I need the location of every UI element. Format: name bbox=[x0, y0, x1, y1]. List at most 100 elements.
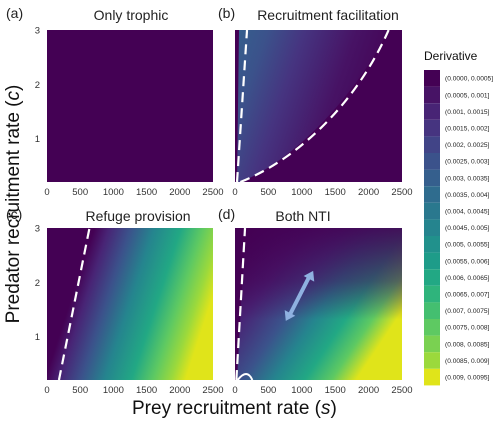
x-tick-label: 1000 bbox=[291, 187, 312, 198]
legend-label: (0.0065, 0.007] bbox=[445, 292, 490, 299]
panel-c-heatmap bbox=[47, 227, 213, 381]
legend-label: (0.008, 0.0085] bbox=[445, 341, 490, 348]
legend-label: (0.005, 0.0055] bbox=[445, 242, 490, 249]
y-tick-label: 2 bbox=[35, 80, 40, 91]
panel-c-y-ticks: 1 2 3 bbox=[35, 224, 40, 344]
panel-b-tag: (b) bbox=[218, 5, 235, 21]
legend-label: (0.0015, 0.002] bbox=[445, 126, 490, 133]
legend-label: (0.0035, 0.004] bbox=[445, 192, 490, 199]
legend-label: (0.002, 0.0025] bbox=[445, 142, 490, 149]
legend-swatch bbox=[424, 103, 440, 120]
zero-contour-line bbox=[57, 227, 91, 381]
heatmap-shading bbox=[235, 228, 402, 380]
legend-items: (0.0000, 0.0005] (0.0005, 0.001] (0.001, 0… bbox=[424, 70, 493, 386]
x-tick-label: 1500 bbox=[325, 187, 346, 198]
panel-a-heatmap bbox=[47, 30, 213, 182]
legend-label: (0.004, 0.0045] bbox=[445, 209, 490, 216]
panel-d-heatmap bbox=[235, 227, 402, 381]
x-tick-label: 0 bbox=[44, 187, 49, 198]
x-tick-label: 500 bbox=[72, 187, 88, 198]
legend-swatch bbox=[424, 119, 440, 137]
legend-swatch bbox=[424, 153, 440, 170]
panel-c: (c) Refuge provision 0 500 1000 1500 2000 250… bbox=[6, 206, 224, 396]
legend-swatch bbox=[424, 86, 440, 104]
zero-contour-line bbox=[235, 227, 247, 381]
legend-label: (0.009, 0.0095] bbox=[445, 375, 490, 382]
x-axis-label: Prey recruitment rate (s) bbox=[132, 398, 337, 419]
panel-b-title: Recruitment facilitation bbox=[257, 7, 399, 23]
y-tick-label: 2 bbox=[35, 278, 40, 289]
x-tick-label: 1500 bbox=[325, 385, 346, 396]
legend-label: (0.007, 0.0075] bbox=[445, 308, 490, 315]
x-tick-label: 1000 bbox=[291, 385, 312, 396]
panel-d-title: Both NTI bbox=[275, 208, 330, 224]
panel-c-tag: (c) bbox=[6, 206, 22, 222]
legend-swatch bbox=[424, 169, 440, 187]
double-arrow-icon bbox=[284, 270, 315, 321]
heatmap-fill bbox=[47, 228, 213, 380]
panel-b-x-ticks: 0 500 1000 1500 2000 2500 bbox=[232, 187, 412, 198]
x-tick-label: 1500 bbox=[136, 187, 157, 198]
panel-d-x-ticks: 0 500 1000 1500 2000 2500 bbox=[232, 385, 412, 396]
x-tick-label: 500 bbox=[260, 187, 276, 198]
legend-swatch bbox=[424, 269, 440, 286]
zero-contour-line bbox=[236, 373, 254, 381]
legend-swatch bbox=[424, 285, 440, 303]
panel-c-title: Refuge provision bbox=[85, 208, 190, 224]
y-tick-label: 1 bbox=[35, 332, 40, 343]
x-tick-label: 1000 bbox=[103, 385, 124, 396]
legend-label: (0.0005, 0.001] bbox=[445, 92, 490, 99]
panel-a-title: Only trophic bbox=[94, 7, 169, 23]
panel-d-tag: (d) bbox=[218, 206, 235, 222]
legend-label: (0.0000, 0.0005] bbox=[445, 76, 493, 83]
panel-a-x-ticks: 0 500 1000 1500 2000 2500 bbox=[44, 187, 223, 198]
legend-swatch bbox=[424, 186, 440, 203]
legend-label: (0.0025, 0.003] bbox=[445, 159, 490, 166]
x-tick-label: 2000 bbox=[358, 187, 379, 198]
legend-swatch bbox=[424, 219, 440, 236]
y-axis-label: Predator recruitment rate (c) bbox=[3, 85, 24, 324]
x-tick-label: 0 bbox=[232, 385, 237, 396]
zero-contour-line bbox=[239, 29, 390, 184]
legend-swatch bbox=[424, 352, 440, 369]
y-tick-label: 1 bbox=[35, 134, 40, 145]
panel-b: (b) Recruitment facilitation 0 500 1000 150… bbox=[218, 5, 413, 198]
x-tick-label: 0 bbox=[232, 187, 237, 198]
x-tick-label: 2000 bbox=[169, 187, 190, 198]
legend-swatch bbox=[424, 136, 440, 153]
panel-a-y-ticks: 1 2 3 bbox=[35, 26, 40, 146]
x-tick-label: 2000 bbox=[169, 385, 190, 396]
x-tick-label: 0 bbox=[44, 385, 49, 396]
y-tick-label: 3 bbox=[35, 224, 40, 235]
panel-b-heatmap bbox=[235, 29, 402, 184]
x-tick-label: 1000 bbox=[103, 187, 124, 198]
x-tick-label: 2500 bbox=[391, 385, 412, 396]
legend-label: (0.0045, 0.005] bbox=[445, 225, 490, 232]
panel-d: (d) Both NTI 0 500 1000 1500 2000 2500 bbox=[218, 206, 413, 396]
legend: Derivative (0.0000, 0.0005] (0.0005, 0.00… bbox=[424, 49, 493, 386]
panel-a-tag: (a) bbox=[6, 5, 23, 21]
x-tick-label: 500 bbox=[72, 385, 88, 396]
legend-title: Derivative bbox=[424, 49, 478, 63]
legend-swatch bbox=[424, 368, 440, 386]
panel-a: (a) Only trophic 0 500 1000 1500 2000 2500 1 2… bbox=[6, 5, 224, 198]
legend-label: (0.0075, 0.008] bbox=[445, 325, 490, 332]
heatmap-fill bbox=[47, 30, 213, 182]
legend-swatch bbox=[424, 319, 440, 336]
legend-label: (0.0085, 0.009] bbox=[445, 358, 490, 365]
legend-swatch bbox=[424, 70, 440, 87]
x-tick-label: 2500 bbox=[391, 187, 412, 198]
x-tick-label: 2000 bbox=[358, 385, 379, 396]
legend-label: (0.0055, 0.006] bbox=[445, 258, 490, 265]
legend-label: (0.006, 0.0065] bbox=[445, 275, 490, 282]
x-tick-label: 2500 bbox=[202, 385, 223, 396]
panel-c-x-ticks: 0 500 1000 1500 2000 2500 bbox=[44, 385, 223, 396]
x-tick-label: 500 bbox=[260, 385, 276, 396]
legend-swatch bbox=[424, 202, 440, 220]
heatmap-region bbox=[237, 30, 389, 182]
legend-label: (0.003, 0.0035] bbox=[445, 175, 490, 182]
x-tick-label: 2500 bbox=[202, 187, 223, 198]
legend-swatch bbox=[424, 252, 440, 270]
legend-swatch bbox=[424, 302, 440, 319]
